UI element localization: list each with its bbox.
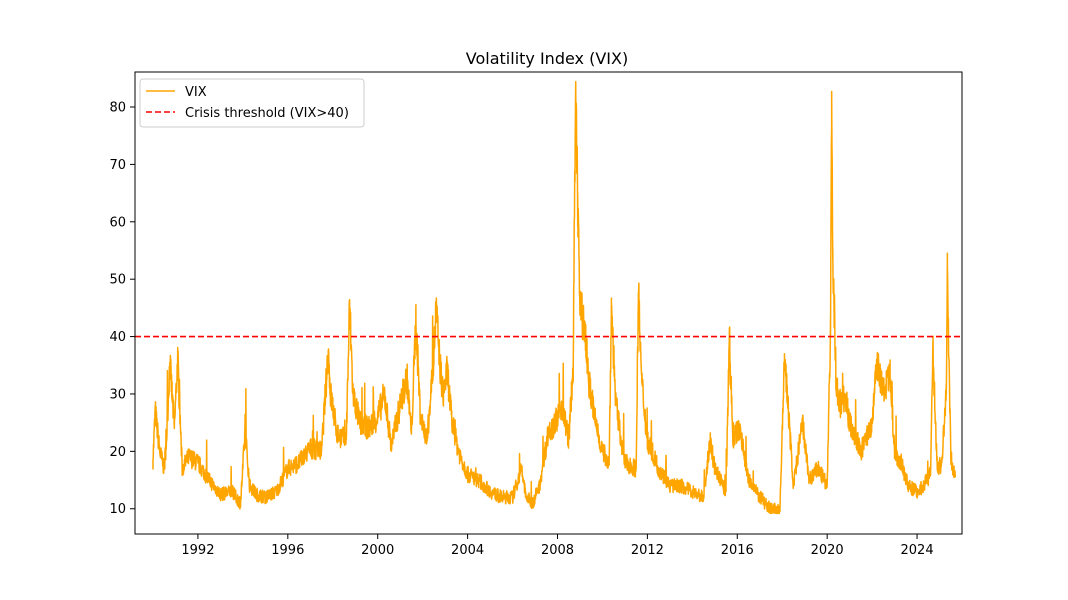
x-tick-label: 2004 <box>451 543 484 558</box>
y-tick-label: 20 <box>109 445 126 460</box>
plot-frame <box>134 71 963 535</box>
legend-label-vix: VIX <box>185 85 207 100</box>
x-tick-label: 2016 <box>721 543 754 558</box>
x-tick-label: 2020 <box>811 543 844 558</box>
y-tick-label: 80 <box>109 101 126 116</box>
legend-label-threshold: Crisis threshold (VIX>40) <box>185 106 349 121</box>
x-tick-label: 2008 <box>541 543 574 558</box>
chart-title: Volatility Index (VIX) <box>466 49 628 68</box>
y-tick-label: 40 <box>109 330 126 345</box>
y-tick-label: 50 <box>109 273 126 288</box>
legend: VIX Crisis threshold (VIX>40) <box>139 78 365 128</box>
y-tick-label: 60 <box>109 215 126 230</box>
y-tick-label: 30 <box>109 387 126 402</box>
legend-box <box>139 78 365 128</box>
x-tick-label: 2012 <box>631 543 664 558</box>
vix-series-line <box>152 80 957 515</box>
x-tick-label: 1992 <box>181 543 214 558</box>
y-tick-label: 10 <box>109 502 126 517</box>
x-tick-label: 2000 <box>361 543 394 558</box>
x-tick-label: 2024 <box>901 543 934 558</box>
x-tick-label: 1996 <box>271 543 304 558</box>
y-tick-label: 70 <box>109 158 126 173</box>
